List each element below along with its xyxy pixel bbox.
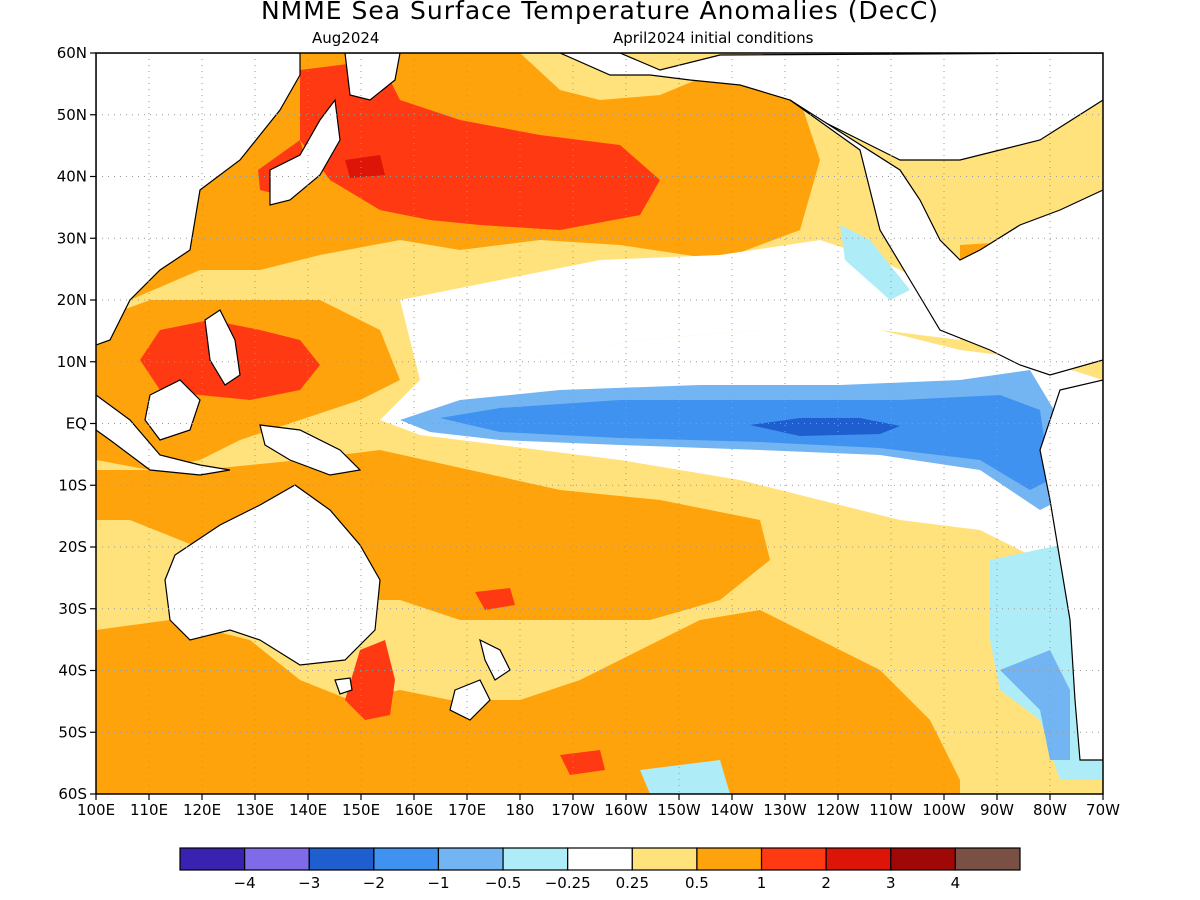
north-america [789,99,1103,376]
color-bar-label: −3 [298,874,320,892]
color-bar-label: −4 [234,874,256,892]
very-warm-spot-northwest [345,155,385,178]
color-bar-swatch [696,847,763,871]
japan [269,98,341,206]
moderate-cool-anomaly-equator [440,395,1050,490]
lat-tick-label: 30N [57,229,87,247]
lon-tick-label: 100W [922,801,966,819]
color-bar-label: 0.5 [685,874,709,892]
lon-tick-label: 100E [77,801,115,819]
color-bar-swatch [567,847,633,871]
initial-conditions: April2024 initial conditions [613,29,814,47]
strong-warm-spot-south-pacific [475,588,515,610]
strong-warm-tasman [345,640,395,720]
lat-tick-label: 10N [57,353,87,371]
weak-cool-southern-spot [640,760,730,794]
color-bar-swatch [890,847,956,871]
lon-tick-label: 160W [604,801,648,819]
lon-tick-label: 120E [183,801,221,819]
lon-tick-label: 90W [980,801,1014,819]
color-bar-swatch [825,847,892,871]
lon-tick-label: 150E [342,801,380,819]
longitude-axis: 100E 110E 120E 130E 140E 150E 160E 170E 180 170W 1… [77,794,1120,819]
warm-anomaly-southern-ocean [96,610,960,794]
new-guinea [259,424,362,476]
anomaly-field [96,53,1103,794]
new-zealand-south [449,679,491,721]
kamchatka [344,53,401,101]
color-bar-label: −0.25 [545,874,591,892]
color-bar-label: 2 [821,874,831,892]
lon-tick-label: 170E [448,801,486,819]
tasmania [334,677,353,695]
latitude-axis: 60N 50N 40N 30N 20N 10N EQ 10S 20S 30S 40S 50S 60S [57,44,96,803]
lon-tick-label: 130E [236,801,274,819]
color-bar-label: −1 [427,874,449,892]
lat-tick-label: EQ [66,415,87,433]
lat-tick-label: 50N [57,106,87,124]
color-bar-swatch [760,847,827,871]
lat-tick-label: 40S [58,662,87,680]
color-bar-label: 0.25 [616,874,649,892]
alaska [559,53,1103,161]
lon-tick-label: 170W [551,801,595,819]
color-bar-label: 3 [886,874,896,892]
land-masses [96,53,1103,761]
color-bar-label: −2 [363,874,385,892]
weak-cool-subtropical-band [400,240,960,380]
lon-tick-label: 120W [816,801,860,819]
asia-landmass [96,53,301,346]
color-bar-swatch [308,847,375,871]
south-america [1039,379,1103,761]
color-bar: −4 −3 −2 −1 −0.5 −0.25 0.25 0.5 1 2 3 4 [179,847,1021,892]
sumatra-java [96,394,231,476]
color-bar-label: 4 [951,874,961,892]
lat-tick-label: 30S [58,600,87,618]
lon-tick-label: 70W [1086,801,1120,819]
lon-tick-label: 150W [657,801,701,819]
lat-tick-label: 20S [58,538,87,556]
lon-tick-label: 140E [289,801,327,819]
color-bar-label: 1 [757,874,767,892]
lat-tick-label: 40N [57,168,87,186]
color-bar-swatch [437,847,504,871]
color-bar-swatch [179,847,246,871]
lat-tick-label: 10S [58,476,87,494]
lon-tick-label: 110E [130,801,168,819]
lon-tick-label: 110W [869,801,913,819]
strong-warm-spot-southern [560,750,605,775]
weak-cool-california [840,225,910,300]
map-title: NMME Sea Surface Temperature Anomalies (… [260,0,940,25]
strong-warm-kuroshio [300,60,660,230]
cool-southeast-pacific [1000,650,1070,760]
new-zealand-north [479,638,511,681]
color-bar-swatch [244,847,310,871]
lon-tick-label: 160E [395,801,433,819]
lon-tick-label: 80W [1033,801,1067,819]
borneo [144,379,201,441]
lon-tick-label: 130W [763,801,807,819]
warm-anomaly-south-pacific [96,450,770,620]
color-bar-swatch [373,847,440,871]
lat-tick-label: 20N [57,291,87,309]
color-bar-swatch [954,847,1021,871]
lon-tick-label: 140W [710,801,754,819]
forecast-month: Aug2024 [312,29,380,47]
australia [164,484,381,666]
lat-tick-label: 60N [57,44,87,62]
philippines [204,309,241,386]
color-bar-swatch [502,847,569,871]
strong-cool-anomaly-core [750,418,900,436]
lat-tick-label: 50S [58,723,87,741]
color-bar-swatch [631,847,698,871]
lon-tick-label: 180 [506,801,535,819]
color-bar-label: −0.5 [485,874,521,892]
lat-tick-label: 60S [58,785,87,803]
